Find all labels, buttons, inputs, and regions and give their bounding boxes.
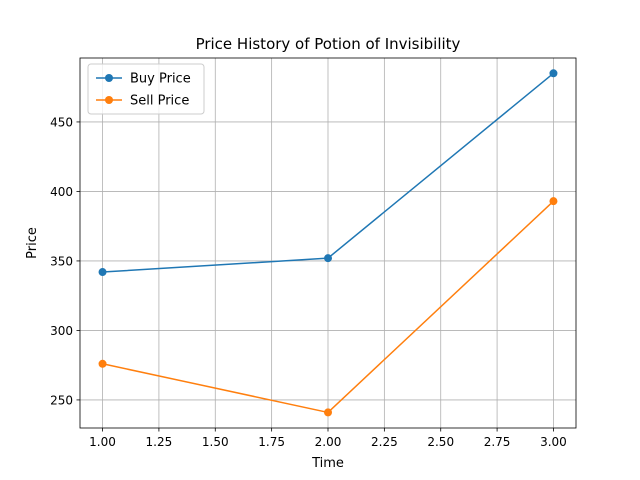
legend-swatch-marker [105, 74, 113, 82]
y-tick-label: 400 [50, 185, 73, 199]
y-axis-ticks: 250 300 350 400 450 [50, 115, 80, 407]
x-tick-label: 1.25 [146, 435, 173, 449]
legend-item-buy-price: Buy Price [96, 72, 191, 87]
data-point-sell-price [98, 359, 107, 368]
y-tick-label: 300 [50, 324, 73, 338]
y-tick-label: 450 [50, 115, 73, 129]
x-tick-label: 1.00 [89, 435, 116, 449]
chart-title: Price History of Potion of Invisibility [196, 35, 461, 53]
legend-item-sell-price: Sell Price [96, 94, 189, 109]
x-tick-label: 3.00 [540, 435, 567, 449]
legend-box [87, 63, 205, 115]
x-tick-label: 2.25 [371, 435, 398, 449]
data-point-buy-price [324, 254, 332, 263]
series-sell-price [98, 197, 558, 417]
legend-swatch-marker [105, 96, 113, 104]
x-axis-label: Time [311, 456, 344, 471]
x-tick-label: 1.75 [258, 435, 285, 449]
y-axis-label: Price [25, 227, 40, 259]
series-buy-price [98, 69, 558, 277]
x-tick-label: 1.50 [202, 435, 229, 449]
data-point-sell-price [549, 197, 558, 206]
x-tick-label: 2.75 [484, 435, 511, 449]
legend-label: Buy Price [130, 72, 191, 87]
y-tick-label: 350 [50, 254, 73, 268]
x-tick-label: 2.00 [315, 435, 342, 449]
data-point-buy-price [98, 268, 107, 277]
legend-label: Sell Price [130, 94, 189, 109]
y-tick-label: 250 [50, 393, 73, 407]
series-layer [98, 69, 558, 417]
x-tick-label: 2.50 [427, 435, 454, 449]
legend: Buy Price Sell Price [87, 63, 205, 115]
data-point-buy-price [549, 69, 558, 78]
x-axis-ticks: 1.00 1.25 1.50 1.75 2.00 2.25 2.50 2.75 3.00 [89, 428, 567, 449]
data-point-sell-price [324, 408, 332, 417]
